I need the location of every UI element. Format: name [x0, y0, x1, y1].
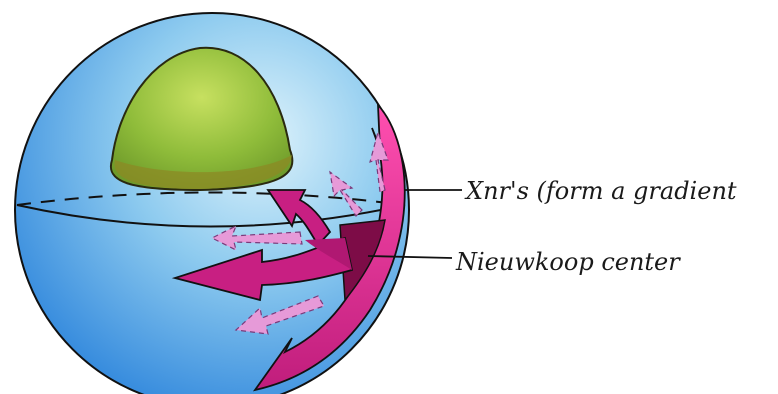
embryo-sphere: [14, 12, 410, 394]
xnrs-label: Xnr's (form a gradient: [464, 177, 737, 205]
xnr-small-arrows: [210, 129, 389, 335]
nieuwkoop-leader-line: [367, 255, 453, 259]
nieuwkoop-region-arc: [252, 102, 406, 392]
gradient-arrow: [171, 189, 354, 302]
animal-cap: [109, 46, 294, 192]
nieuwkoop-center-label: Nieuwkoop center: [455, 248, 681, 276]
